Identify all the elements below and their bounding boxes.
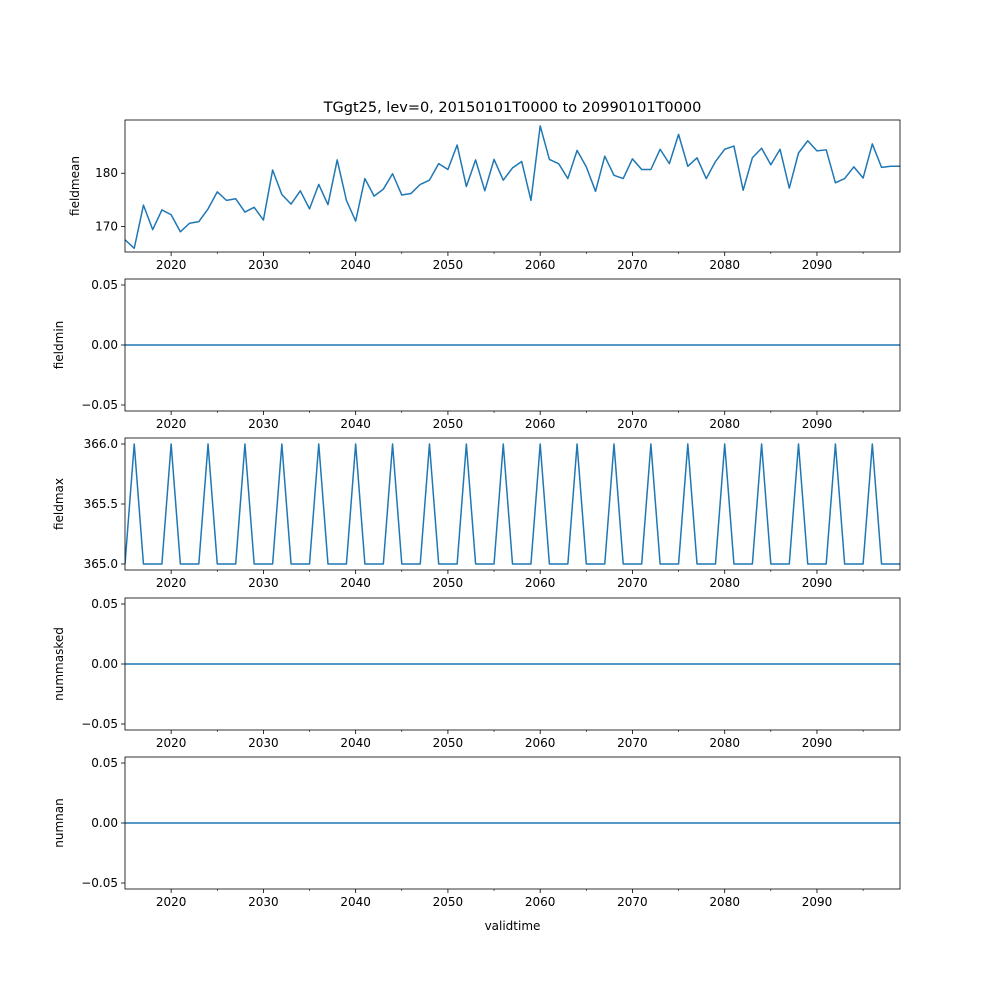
subplot-fieldmax: 2020 2030 2040 2050 2060 2070 2080 2090 365.0 365… xyxy=(52,437,901,590)
x-tick-label: 2030 xyxy=(248,417,279,431)
y-axis-label: fieldmin xyxy=(52,321,66,370)
x-tick-label: 2030 xyxy=(248,736,279,750)
x-tick-label: 2050 xyxy=(433,736,464,750)
y-tick-label: 180 xyxy=(95,166,118,180)
y-axis-label: fieldmax xyxy=(52,478,66,530)
subplots: 2020 2030 2040 2050 2060 2070 2080 2090 170 180 fi… xyxy=(52,119,901,909)
y-tick-label: 0.00 xyxy=(91,657,118,671)
fieldmean-axes-frame xyxy=(124,119,901,253)
x-tick-label: 2020 xyxy=(156,736,187,750)
x-tick-label: 2080 xyxy=(709,417,740,431)
x-tick-label: 2090 xyxy=(802,417,833,431)
x-tick-label: 2090 xyxy=(802,895,833,909)
x-tick-label: 2080 xyxy=(709,736,740,750)
subplot-fieldmean: 2020 2030 2040 2050 2060 2070 2080 2090 170 180 fi… xyxy=(68,119,901,272)
x-tick-label: 2050 xyxy=(433,576,464,590)
x-tick-label: 2060 xyxy=(525,736,556,750)
x-tick-label: 2050 xyxy=(433,258,464,272)
y-axis-label: fieldmean xyxy=(68,156,82,216)
y-axis-label: numnan xyxy=(52,798,66,847)
x-axis-label: validtime xyxy=(485,919,541,933)
x-tick-label: 2060 xyxy=(525,258,556,272)
x-tick-label: 2040 xyxy=(340,736,371,750)
x-tick-label: 2070 xyxy=(617,576,648,590)
y-axis-label: nummasked xyxy=(52,627,66,701)
x-tick-label: 2020 xyxy=(156,895,187,909)
x-tick-label: 2060 xyxy=(525,417,556,431)
x-tick-label: 2040 xyxy=(340,895,371,909)
x-tick-label: 2020 xyxy=(156,258,187,272)
x-tick-label: 2090 xyxy=(802,736,833,750)
x-tick-label: 2030 xyxy=(248,258,279,272)
y-tick-label: 366.0 xyxy=(84,437,118,451)
x-tick-label: 2040 xyxy=(340,576,371,590)
fieldmean-series-line xyxy=(125,125,900,250)
x-tick-label: 2030 xyxy=(248,576,279,590)
x-tick-label: 2070 xyxy=(617,258,648,272)
subplot-fieldmin: 2020 2030 2040 2050 2060 2070 2080 2090 −0.05 0.0… xyxy=(52,278,901,431)
y-tick-label: 0.00 xyxy=(91,338,118,352)
x-tick-label: 2040 xyxy=(340,258,371,272)
x-tick-label: 2050 xyxy=(433,895,464,909)
fieldmax-series-line xyxy=(125,443,900,565)
x-tick-label: 2070 xyxy=(617,736,648,750)
x-tick-label: 2090 xyxy=(802,258,833,272)
y-tick-label: 0.05 xyxy=(91,278,118,292)
y-tick-label: 0.00 xyxy=(91,816,118,830)
y-tick-label: 170 xyxy=(95,219,118,233)
x-tick-label: 2090 xyxy=(802,576,833,590)
x-tick-label: 2040 xyxy=(340,417,371,431)
subplot-nummasked: 2020 2030 2040 2050 2060 2070 2080 2090 −0.05 0.0… xyxy=(52,597,901,750)
x-tick-label: 2070 xyxy=(617,417,648,431)
x-tick-label: 2060 xyxy=(525,576,556,590)
y-tick-label: −0.05 xyxy=(81,398,118,412)
figure-title: TGgt25, lev=0, 20150101T0000 to 20990101… xyxy=(323,100,702,116)
y-tick-label: 0.05 xyxy=(91,597,118,611)
x-tick-label: 2060 xyxy=(525,895,556,909)
y-tick-label: 0.05 xyxy=(91,756,118,770)
x-tick-label: 2080 xyxy=(709,895,740,909)
x-tick-label: 2080 xyxy=(709,258,740,272)
y-tick-label: 365.5 xyxy=(84,497,118,511)
x-tick-label: 2020 xyxy=(156,576,187,590)
x-tick-label: 2030 xyxy=(248,895,279,909)
x-tick-label: 2020 xyxy=(156,417,187,431)
x-tick-label: 2070 xyxy=(617,895,648,909)
y-tick-label: −0.05 xyxy=(81,717,118,731)
subplot-numnan: 2020 2030 2040 2050 2060 2070 2080 2090 −0.05 0.0… xyxy=(52,756,901,909)
x-tick-label: 2050 xyxy=(433,417,464,431)
x-tick-label: 2080 xyxy=(709,576,740,590)
y-tick-label: 365.0 xyxy=(84,557,118,571)
y-tick-label: −0.05 xyxy=(81,876,118,890)
